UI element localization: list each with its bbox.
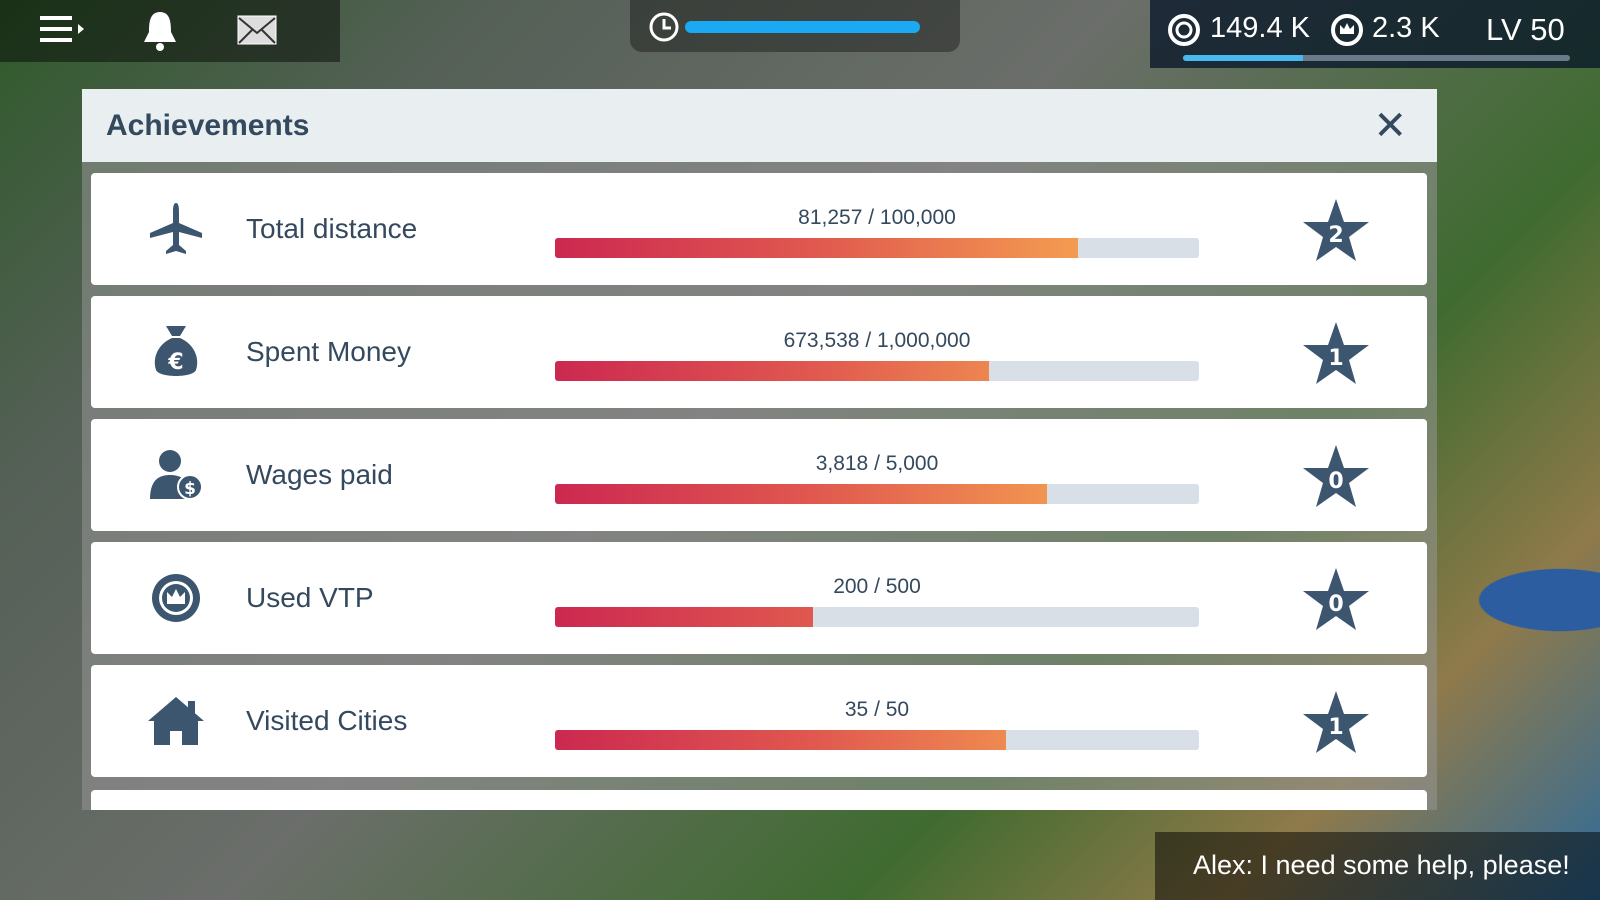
star-badge-icon: 2: [1303, 199, 1369, 261]
achievement-label: Wages paid: [246, 459, 393, 490]
star-badge-icon: 0: [1303, 445, 1369, 507]
achievement-row: Visited Cities 35 / 50 1: [91, 665, 1427, 777]
achievement-row: Total distance 81,257 / 100,000 2: [91, 173, 1427, 285]
dialog-title: Achievements: [106, 109, 310, 142]
airplane-icon: [146, 201, 206, 257]
dialog-header: Achievements ✕: [82, 89, 1437, 162]
wages-icon: $: [146, 447, 206, 503]
vtp-value: 2.3 K: [1372, 12, 1440, 44]
money-bag-icon: €: [146, 324, 206, 380]
progress-fill: [555, 730, 1006, 750]
xp-bar: [1183, 55, 1570, 61]
achievement-row: Used VTP 200 / 500 0: [91, 542, 1427, 654]
achievements-dialog: Achievements ✕ Total distance 81,257 / 1…: [82, 89, 1437, 810]
vtp-crown-icon: [146, 570, 206, 626]
progress-bar: [555, 361, 1199, 381]
progress-fill: [555, 484, 1047, 504]
progress-fill: [555, 238, 1079, 258]
star-badge-icon: 1: [1303, 322, 1369, 384]
achievement-row-partial: [91, 790, 1427, 810]
house-icon: [146, 693, 206, 749]
top-bar: 149.4 K 2.3 K LV 50: [0, 0, 1600, 68]
progress-text: 673,538 / 1,000,000: [783, 329, 971, 352]
clock-icon: [649, 12, 679, 42]
progress-text: 3,818 / 5,000: [815, 452, 939, 475]
progress-text: 81,257 / 100,000: [798, 206, 956, 229]
timer-progress-bar: [685, 21, 920, 33]
level-label: LV 50: [1486, 12, 1565, 47]
progress-bar: [555, 238, 1199, 258]
close-button[interactable]: ✕: [1373, 104, 1407, 148]
svg-text:$: $: [184, 479, 196, 499]
progress-text: 200 / 500: [833, 575, 921, 598]
coins-value: 149.4 K: [1210, 12, 1310, 44]
progress-text: 35 / 50: [844, 698, 910, 721]
achievement-row: $ Wages paid 3,818 / 5,000 0: [91, 419, 1427, 531]
star-badge-icon: 1: [1303, 691, 1369, 753]
progress-bar: [555, 484, 1199, 504]
star-count: 2: [1328, 223, 1343, 248]
achievement-label: Visited Cities: [246, 705, 408, 736]
svg-text:€: €: [167, 350, 183, 375]
progress-bar: [555, 730, 1199, 750]
achievement-label: Total distance: [246, 213, 418, 244]
vtp-icon: [1331, 14, 1363, 46]
star-count: 0: [1328, 592, 1343, 617]
achievement-label: Spent Money: [246, 336, 411, 367]
progress-fill: [555, 361, 989, 381]
achievement-row: € Spent Money 673,538 / 1,000,000 1: [91, 296, 1427, 408]
bell-icon[interactable]: [140, 8, 180, 52]
star-count: 1: [1328, 346, 1343, 371]
achievement-label: Used VTP: [246, 582, 374, 613]
notification-message: Alex: I need some help, please!: [1155, 832, 1600, 900]
star-badge-icon: 0: [1303, 568, 1369, 630]
mail-icon[interactable]: [237, 15, 277, 45]
menu-icon[interactable]: [38, 14, 88, 46]
star-count: 1: [1328, 715, 1343, 740]
star-count: 0: [1328, 469, 1343, 494]
progress-bar: [555, 607, 1199, 627]
coin-icon: [1168, 14, 1200, 46]
progress-fill: [555, 607, 813, 627]
